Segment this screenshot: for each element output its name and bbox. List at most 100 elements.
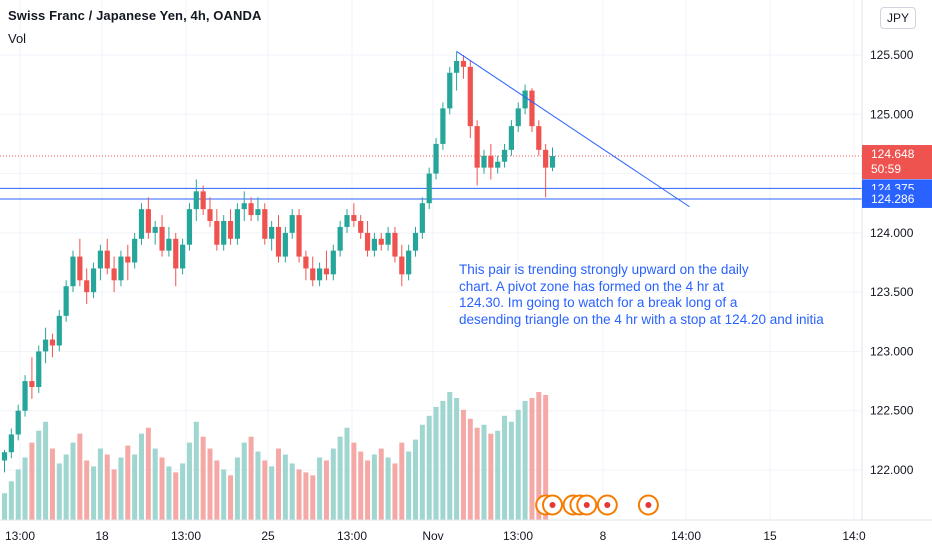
volume-bar bbox=[139, 433, 144, 520]
time-tick-label: 15 bbox=[763, 529, 777, 543]
candle-body bbox=[248, 203, 254, 216]
candle-body bbox=[344, 215, 350, 227]
candle-body bbox=[529, 90, 535, 127]
candle-body bbox=[15, 410, 21, 435]
candle-body bbox=[289, 215, 295, 233]
candle-body bbox=[337, 226, 343, 251]
price-tick-label: 125.000 bbox=[870, 107, 914, 121]
volume-bar bbox=[433, 406, 439, 520]
candle-body bbox=[406, 250, 412, 275]
candle-body bbox=[310, 268, 316, 281]
volume-bar bbox=[276, 448, 281, 520]
price-axis: 125.500125.000124.500124.000123.500123.0… bbox=[870, 48, 914, 477]
candle-body bbox=[454, 60, 460, 73]
candle-body bbox=[214, 221, 220, 245]
chart-annotation-text[interactable]: This pair is trending strongly upward on… bbox=[459, 262, 824, 327]
candle-body bbox=[399, 256, 405, 275]
time-tick-label: 13:00 bbox=[503, 529, 533, 543]
volume-bar bbox=[515, 409, 521, 520]
volume-bar bbox=[221, 469, 227, 520]
volume-bar bbox=[529, 397, 535, 520]
volume-bar bbox=[378, 448, 384, 520]
time-tick-label: 13:00 bbox=[5, 529, 35, 543]
volume-bar bbox=[392, 463, 398, 520]
volume-bar bbox=[502, 415, 508, 520]
candlestick-series bbox=[1, 51, 556, 473]
candle-body bbox=[522, 90, 528, 109]
candle-body bbox=[501, 149, 508, 162]
time-tick-label: 25 bbox=[261, 529, 275, 543]
candle-body bbox=[447, 72, 453, 109]
candle-body bbox=[426, 173, 432, 204]
candle-body bbox=[227, 221, 234, 239]
volume-bar bbox=[180, 463, 186, 520]
volume-bar bbox=[70, 442, 76, 520]
time-tick-label: 18 bbox=[95, 529, 109, 543]
volume-bar bbox=[289, 463, 295, 520]
volume-bar bbox=[447, 392, 453, 520]
volume-bar bbox=[84, 460, 90, 520]
volume-bar bbox=[495, 430, 501, 520]
candle-body bbox=[364, 232, 371, 251]
volume-bar bbox=[481, 424, 487, 520]
volume-bar bbox=[207, 448, 213, 520]
candle-body bbox=[200, 191, 206, 210]
volume-bar bbox=[8, 481, 14, 520]
volume-bar bbox=[15, 469, 21, 520]
volume-bar bbox=[132, 454, 138, 520]
candle-body bbox=[97, 250, 103, 269]
event-marker-dot bbox=[549, 502, 556, 508]
candle-body bbox=[460, 60, 467, 67]
volume-bar bbox=[91, 466, 97, 520]
candle-body bbox=[63, 286, 69, 316]
candle-body bbox=[70, 256, 76, 287]
time-tick-label: 14:0 bbox=[842, 529, 866, 543]
candle-body bbox=[152, 226, 158, 233]
price-label-box bbox=[862, 189, 932, 208]
volume-bar bbox=[269, 466, 275, 520]
candle-body bbox=[481, 155, 487, 168]
volume-bar bbox=[159, 457, 165, 520]
volume-bar bbox=[426, 415, 432, 520]
candle-body bbox=[193, 191, 199, 210]
candle-body bbox=[207, 209, 213, 221]
candle-body bbox=[84, 280, 90, 293]
volume-bar bbox=[63, 454, 69, 520]
candle-body bbox=[371, 238, 377, 251]
volume-bar bbox=[543, 394, 549, 520]
volume-bar bbox=[214, 460, 220, 520]
candle-body bbox=[255, 209, 261, 216]
volume-bar bbox=[406, 451, 412, 520]
chart-grid bbox=[0, 0, 862, 520]
volume-bar bbox=[371, 454, 377, 520]
volume-bar bbox=[125, 445, 131, 520]
currency-button[interactable]: JPY bbox=[880, 7, 916, 29]
candle-body bbox=[125, 256, 131, 263]
volume-bar bbox=[200, 436, 206, 520]
volume-bar bbox=[508, 421, 514, 520]
candle-body bbox=[275, 226, 282, 257]
price-label-text: 124.648 bbox=[871, 147, 915, 161]
candle-body bbox=[56, 315, 62, 346]
volume-bar bbox=[173, 472, 179, 520]
candle-body bbox=[536, 126, 542, 150]
time-tick-label: 13:00 bbox=[337, 529, 367, 543]
volume-bar bbox=[145, 427, 151, 520]
trendline-drawing bbox=[456, 51, 690, 208]
time-tick-label: Nov bbox=[422, 529, 443, 543]
volume-bar bbox=[49, 448, 55, 520]
volume-bar bbox=[241, 442, 247, 520]
candle-body bbox=[118, 256, 124, 281]
volume-indicator-label[interactable]: Vol bbox=[8, 31, 27, 46]
candle-body bbox=[132, 238, 138, 263]
time-axis: 13:00 18 13:00 25 13:00 Nov 13:00 8 14:00 15 14:0 bbox=[5, 529, 866, 543]
candle-body bbox=[49, 339, 56, 346]
candle-body bbox=[186, 209, 193, 245]
candle-body bbox=[8, 434, 14, 453]
candle-body bbox=[549, 156, 556, 168]
candle-body bbox=[412, 232, 419, 251]
candle-body bbox=[358, 221, 364, 233]
candle-body bbox=[180, 244, 186, 269]
candle-body bbox=[77, 256, 83, 281]
